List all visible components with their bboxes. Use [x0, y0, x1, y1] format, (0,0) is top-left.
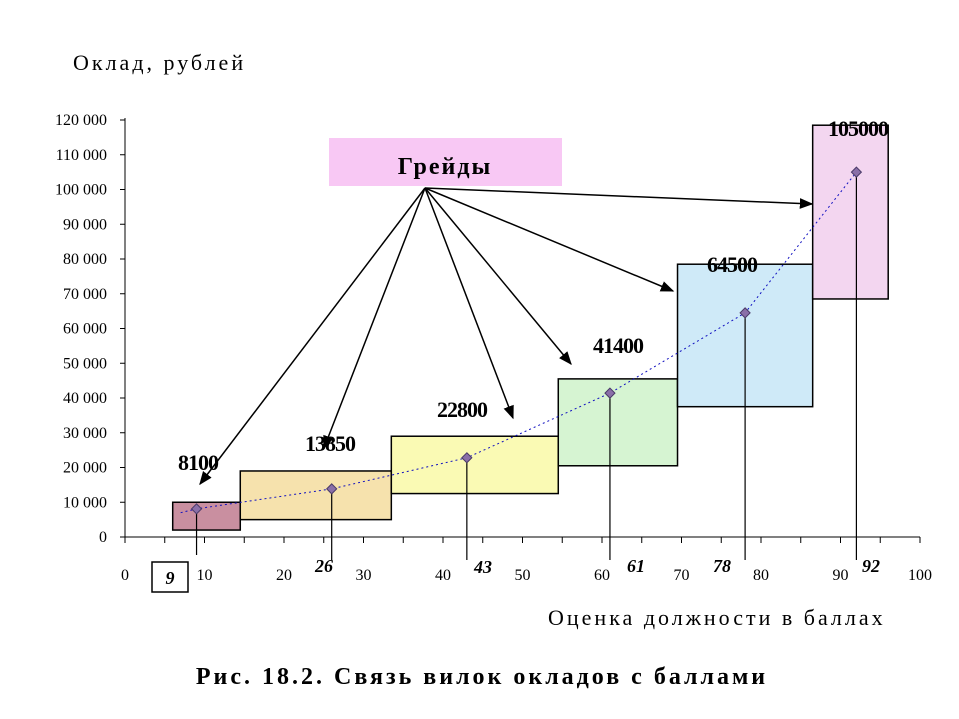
grade-arrow — [424, 187, 675, 292]
point-x-label: 9 — [166, 568, 175, 588]
y-tick-label: 120 000 — [55, 112, 107, 129]
x-tick-label: 50 — [515, 567, 531, 584]
grade-arrow — [424, 187, 514, 420]
grades-annotation-box — [329, 138, 562, 186]
point-x-label: 61 — [627, 556, 645, 576]
y-tick-label: 50 000 — [63, 355, 107, 372]
y-tick-label: 60 000 — [63, 321, 107, 338]
data-point — [739, 307, 751, 319]
point-x-label: 43 — [473, 557, 492, 577]
x-tick-label: 70 — [674, 567, 690, 584]
grade-arrow — [199, 187, 426, 486]
grade-value-label: 64500 — [707, 252, 758, 277]
y-tick-label: 100 000 — [55, 182, 107, 199]
grade-arrow — [323, 187, 426, 450]
grade-arrow — [424, 187, 814, 209]
y-tick-label: 40 000 — [63, 390, 107, 407]
grade-value-label: 13850 — [305, 431, 356, 456]
x-axis-title: Оценка должности в баллах — [548, 605, 886, 630]
grades-annotation-label: Грейды — [398, 154, 492, 180]
grade-box-6 — [811, 124, 889, 300]
grade-value-label: 105000 — [828, 116, 889, 141]
data-point — [604, 387, 616, 399]
y-tick-label: 80 000 — [63, 251, 107, 268]
point-x-label: 78 — [713, 556, 731, 576]
y-tick-label: 10 000 — [63, 494, 107, 511]
highlight-box-9 — [151, 561, 189, 593]
grade-arrow — [424, 187, 572, 366]
grade-box-4 — [557, 378, 679, 467]
y-tick-label: 90 000 — [63, 216, 107, 233]
y-tick-label: 70 000 — [63, 286, 107, 303]
grade-value-label: 22800 — [437, 397, 488, 422]
y-axis-title: Оклад, рублей — [73, 50, 246, 75]
x-tick-label: 20 — [276, 567, 292, 584]
x-tick-label: 60 — [594, 567, 610, 584]
data-point — [325, 483, 338, 495]
point-x-label: 26 — [314, 556, 333, 576]
data-point — [190, 503, 203, 515]
grade-box-2 — [239, 470, 393, 521]
point-x-label: 92 — [862, 556, 880, 576]
grade-box-1 — [171, 501, 242, 531]
x-tick-label: 0 — [121, 567, 129, 584]
x-tick-label: 40 — [435, 567, 451, 584]
y-tick-label: 20 000 — [63, 460, 107, 477]
figure-caption: Рис. 18.2. Связь вилок окладов с баллами — [196, 664, 768, 690]
grade-box-3 — [390, 435, 560, 495]
grade-value-label: 8100 — [178, 450, 219, 475]
y-tick-label: 110 000 — [56, 147, 107, 164]
y-tick-label: 0 — [99, 529, 107, 546]
y-tick-label: 30 000 — [63, 425, 107, 442]
x-tick-label: 10 — [197, 567, 213, 584]
x-tick-label: 30 — [356, 567, 372, 584]
grade-value-label: 41400 — [593, 333, 644, 358]
data-point — [850, 166, 863, 178]
x-tick-label: 80 — [753, 567, 769, 584]
x-tick-label: 100 — [908, 567, 932, 584]
x-tick-label: 90 — [833, 567, 849, 584]
data-point — [461, 452, 473, 464]
